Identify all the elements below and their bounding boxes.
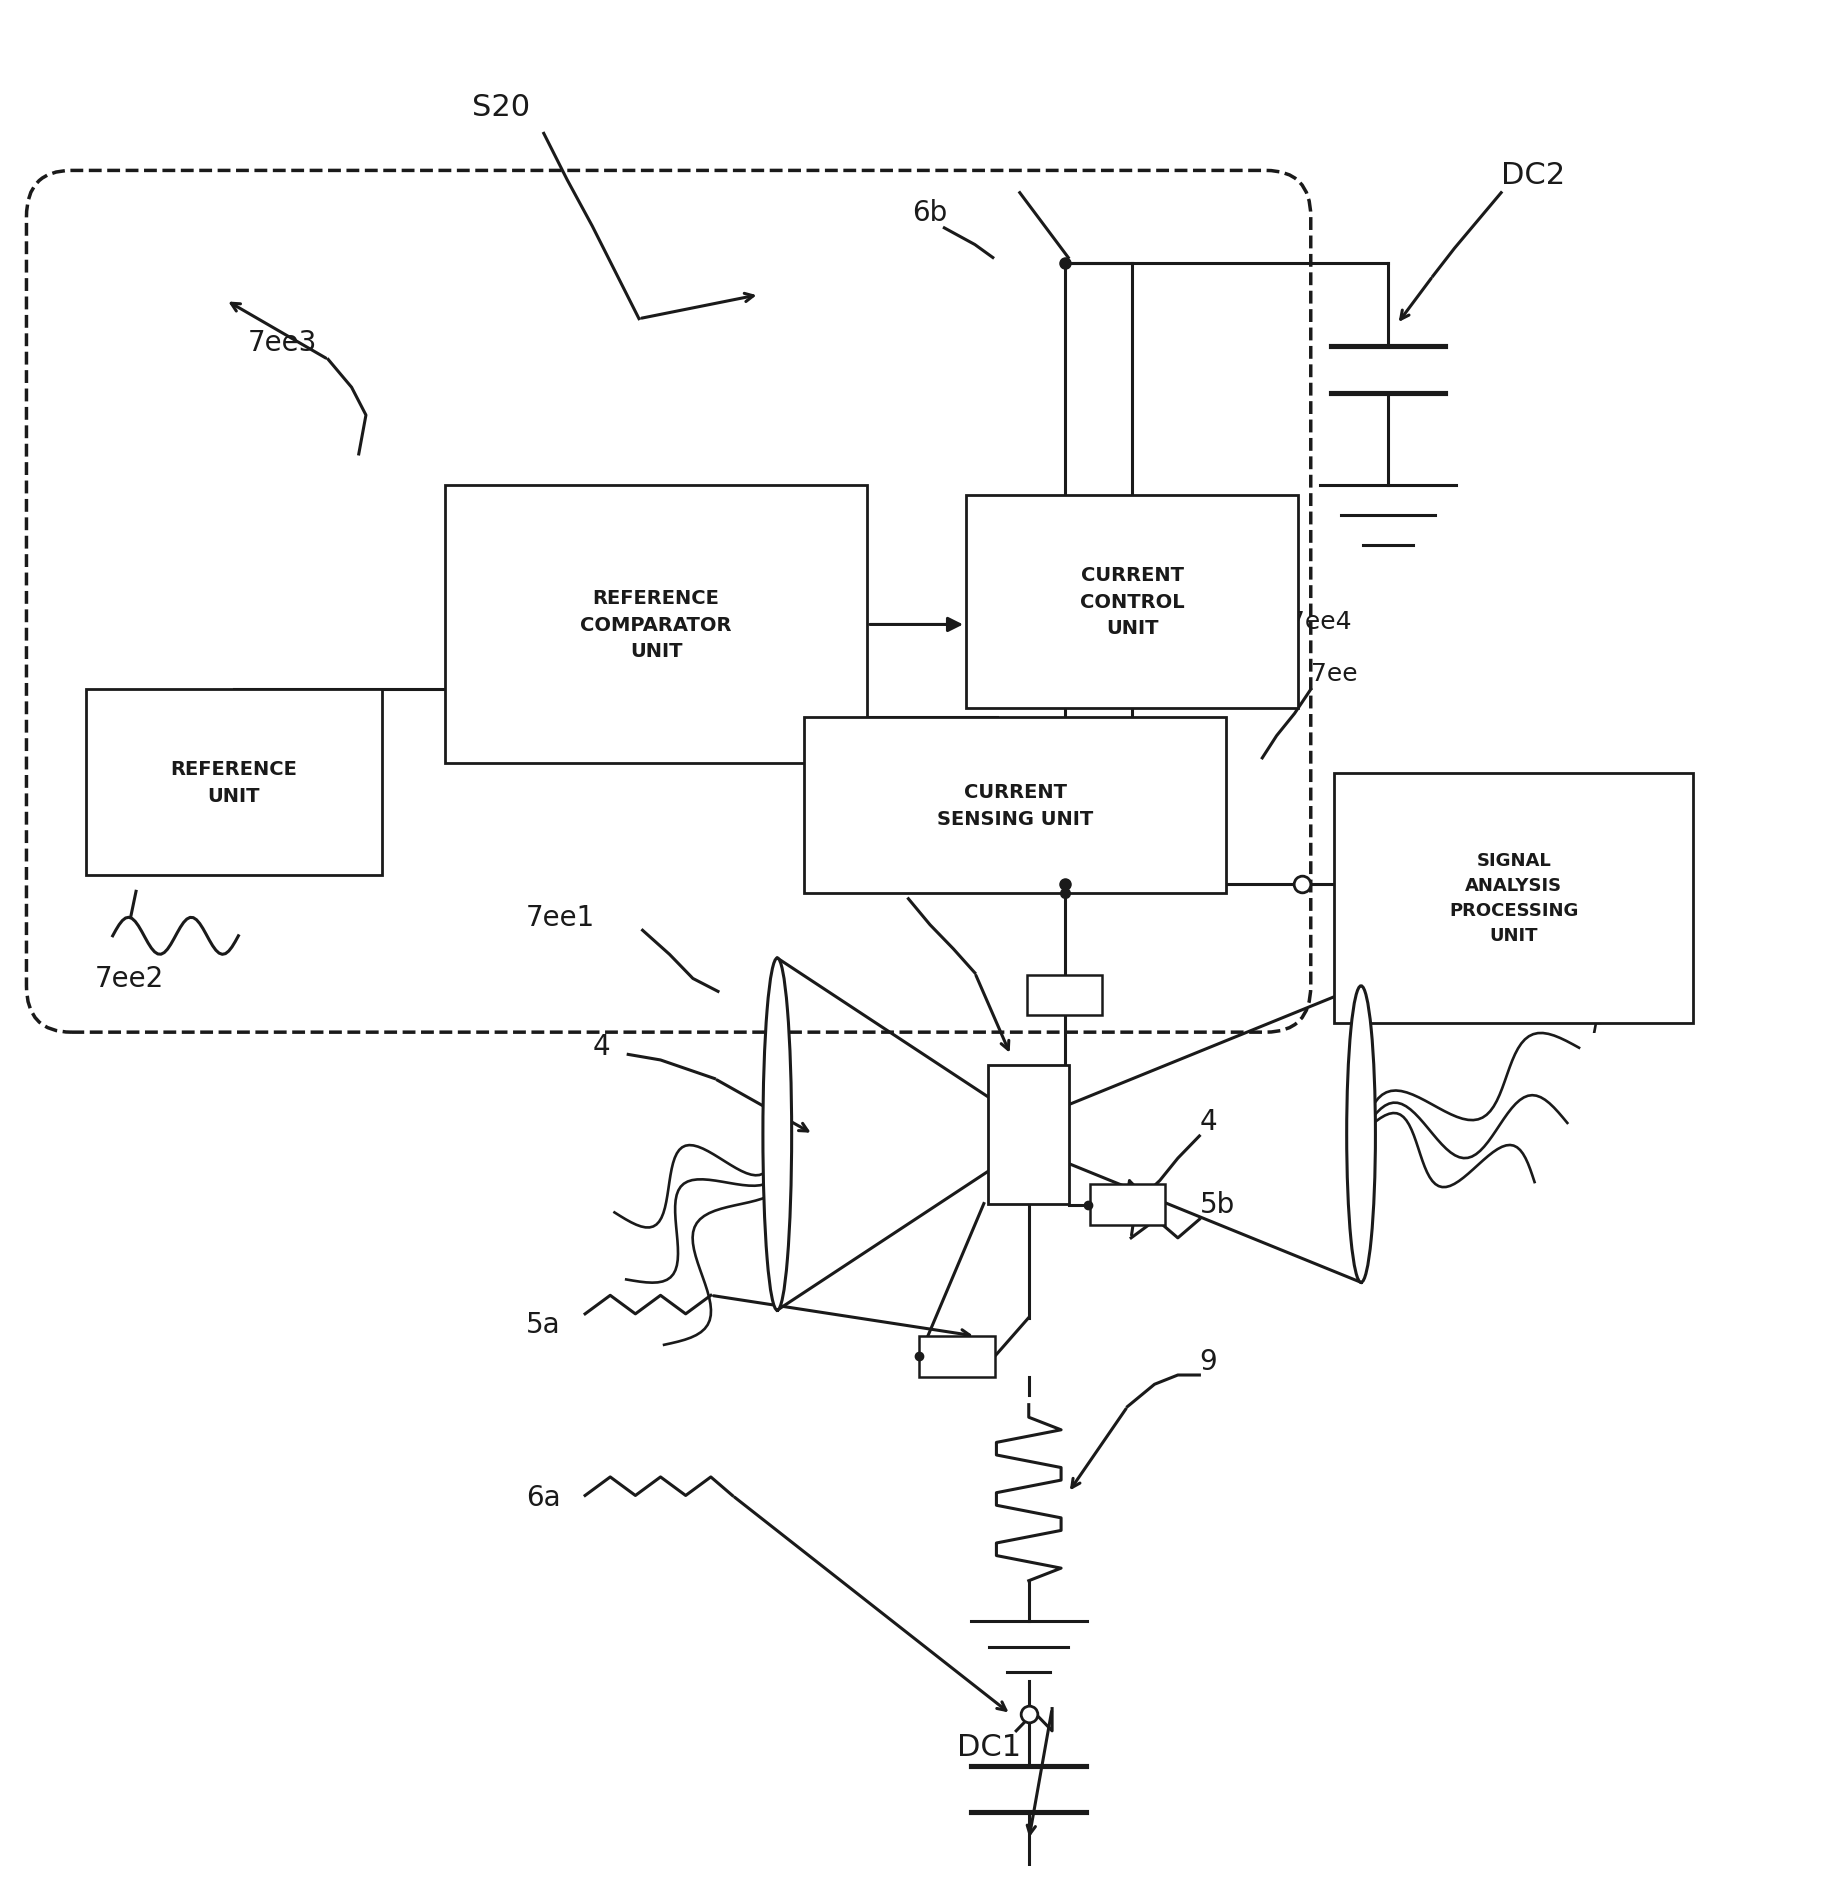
Bar — [988, 1066, 1068, 1203]
Text: 5a: 5a — [525, 1310, 560, 1339]
Text: SIGNAL
ANALYSIS
PROCESSING
UNIT: SIGNAL ANALYSIS PROCESSING UNIT — [1447, 852, 1577, 946]
Text: 6b: 6b — [912, 199, 946, 227]
Text: S20: S20 — [472, 92, 530, 122]
Bar — [919, 1337, 994, 1378]
Text: 9: 9 — [1200, 1348, 1216, 1376]
Text: 5b: 5b — [1200, 1190, 1234, 1218]
Bar — [804, 718, 1225, 893]
Text: 7ee: 7ee — [1311, 662, 1356, 686]
Ellipse shape — [1345, 987, 1375, 1282]
Bar — [86, 690, 381, 876]
Text: 7ee4: 7ee4 — [1289, 609, 1351, 634]
Text: CURRENT
SENSING UNIT: CURRENT SENSING UNIT — [937, 782, 1092, 829]
Text: CURRENT
CONTROL
UNIT: CURRENT CONTROL UNIT — [1079, 566, 1183, 637]
Text: 6a: 6a — [525, 1483, 560, 1512]
Text: 7ee3: 7ee3 — [248, 329, 317, 357]
Text: DC2: DC2 — [1500, 162, 1564, 190]
Text: 4: 4 — [1200, 1107, 1216, 1136]
Text: P: P — [1590, 1011, 1606, 1038]
Text: 7ee2: 7ee2 — [95, 964, 164, 993]
Text: 14: 14 — [1531, 788, 1566, 816]
Text: DC1: DC1 — [957, 1731, 1021, 1762]
Bar — [1333, 773, 1692, 1023]
Text: 1: 1 — [893, 869, 912, 897]
Text: REFERENCE
COMPARATOR
UNIT: REFERENCE COMPARATOR UNIT — [580, 588, 731, 662]
Text: REFERENCE
UNIT: REFERENCE UNIT — [170, 760, 297, 805]
Text: 7ee1: 7ee1 — [525, 902, 594, 931]
Bar — [1088, 1184, 1165, 1226]
Ellipse shape — [762, 959, 791, 1310]
Bar — [1026, 976, 1101, 1015]
Bar — [445, 487, 866, 763]
Text: 4: 4 — [592, 1032, 609, 1060]
Bar — [966, 496, 1298, 709]
